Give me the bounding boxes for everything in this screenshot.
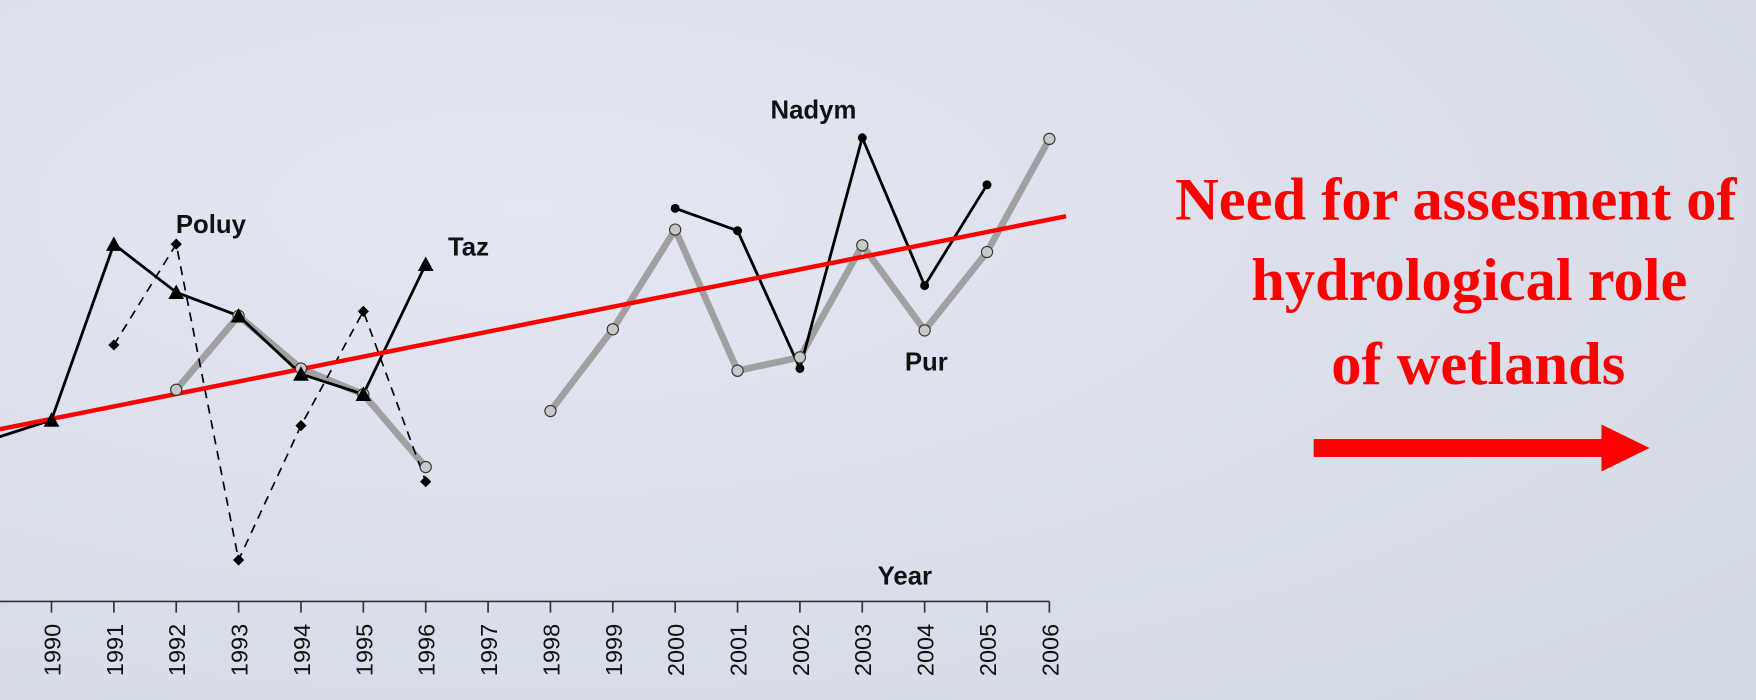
x-tick-label: 1995 (351, 624, 377, 676)
x-tick-label: 1997 (476, 624, 502, 676)
x-tick-label: 1998 (538, 624, 564, 676)
x-tick-label: 2005 (975, 624, 1001, 676)
message-line: of wetlands (1331, 331, 1625, 398)
series-label: Poluy (176, 211, 247, 239)
series-label: Pur (905, 349, 948, 377)
marker (920, 281, 930, 291)
x-tick-label: 2000 (663, 624, 689, 676)
x-axis-label: Year (878, 563, 932, 591)
marker (168, 284, 185, 300)
message-line: Need for assesment of (1175, 167, 1737, 234)
x-tick-label: 1999 (601, 624, 627, 676)
series-line (0, 242, 427, 439)
marker (420, 476, 432, 488)
marker (670, 203, 680, 213)
marker (293, 366, 309, 381)
x-tick-label: 1991 (102, 624, 128, 676)
x-tick-label: 2002 (788, 624, 814, 676)
x-tick-label: 2006 (1037, 624, 1063, 676)
x-tick-label: 1990 (39, 624, 65, 676)
marker (733, 226, 743, 236)
marker (233, 554, 245, 566)
marker (419, 460, 432, 474)
markers (43, 132, 1056, 566)
marker (731, 364, 744, 377)
marker (295, 420, 307, 432)
series-line (113, 243, 427, 561)
marker (795, 364, 805, 373)
x-tick-label: 1996 (414, 624, 440, 676)
series-line (173, 137, 1053, 470)
series-label: Nadym (770, 97, 856, 125)
x-tick-label: 1994 (289, 624, 315, 676)
x-tick-label: 1992 (164, 624, 190, 676)
marker (856, 239, 869, 252)
message-line: hydrological role (1251, 247, 1687, 314)
marker (982, 180, 992, 190)
marker (108, 339, 120, 351)
marker (544, 404, 557, 418)
marker (669, 223, 682, 236)
marker (918, 324, 931, 337)
marker (43, 412, 60, 427)
marker (857, 133, 867, 143)
x-tick-label: 2003 (850, 624, 876, 676)
series-line (674, 136, 989, 370)
marker (230, 308, 247, 323)
x-tick-label: 2001 (726, 624, 752, 676)
x-tick-label: 2004 (913, 624, 939, 676)
marker (357, 305, 369, 317)
arrow-head (1601, 424, 1650, 472)
arrow-shaft (1313, 439, 1608, 457)
series-label: Taz (448, 233, 489, 261)
marker (1043, 132, 1056, 146)
x-tick-label: 1993 (227, 624, 253, 676)
marker (417, 256, 434, 272)
marker (106, 236, 122, 251)
marker (170, 383, 183, 396)
marker (170, 238, 182, 250)
marker (355, 386, 372, 401)
marker (606, 323, 619, 336)
trend-line (0, 213, 1067, 432)
marker (793, 351, 807, 364)
marker (980, 245, 994, 259)
x-tick-label: 1989 (0, 624, 3, 676)
arrow (1313, 424, 1650, 472)
